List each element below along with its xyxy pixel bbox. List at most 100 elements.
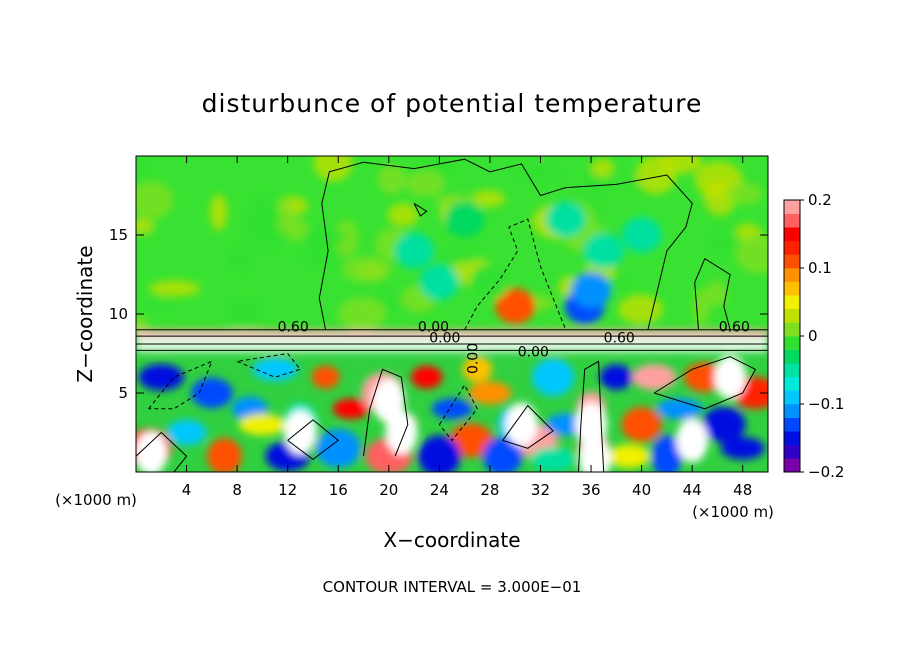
y-tick-label: 10	[109, 305, 128, 323]
field-patch	[224, 299, 264, 328]
x-unit-left: (×1000 m)	[55, 491, 137, 509]
field-patch	[607, 444, 651, 469]
x-tick-label: 8	[232, 481, 242, 499]
colorbar-label: 0.1	[808, 259, 832, 277]
colorbar-label: 0.2	[808, 191, 832, 209]
saturated-core	[676, 418, 709, 463]
field-patch	[238, 413, 286, 436]
colorbar-swatch	[784, 417, 800, 432]
field-patch	[444, 201, 485, 238]
contour-line	[318, 158, 693, 330]
field-patch	[303, 226, 346, 247]
contour-label: 0.60	[604, 330, 635, 346]
field-patch	[136, 181, 173, 219]
field-patch	[149, 296, 170, 312]
field-patch	[462, 356, 493, 383]
contour-line	[502, 404, 554, 449]
field-patch	[405, 170, 445, 197]
field-patch	[311, 365, 340, 389]
x-tick-label: 20	[379, 481, 398, 499]
colorbar-swatch	[784, 404, 800, 418]
field-patch	[621, 217, 662, 253]
field-patch	[333, 219, 359, 258]
saturated-core	[136, 431, 168, 472]
field-patch	[545, 201, 586, 238]
field-patch	[419, 264, 460, 301]
field-patch	[275, 200, 295, 235]
x-tick-label: 28	[480, 481, 499, 499]
field-patch	[166, 419, 207, 446]
contour-line	[287, 419, 340, 461]
field-patch	[495, 288, 536, 325]
contour-line	[438, 384, 478, 442]
x-tick-label: 36	[581, 481, 600, 499]
field-patch	[735, 234, 768, 274]
contour-line	[413, 202, 428, 217]
x-tick-label: 24	[430, 481, 449, 499]
field-patch	[590, 158, 615, 178]
contour-label: 0.60	[719, 319, 750, 335]
x-tick-label: 44	[683, 481, 702, 499]
field-patch	[618, 294, 664, 325]
field-patch	[514, 165, 563, 183]
colorbar-swatch	[784, 268, 800, 282]
inversion-strip	[136, 329, 768, 337]
field-patch	[720, 437, 765, 460]
field-patch	[338, 297, 386, 330]
x-unit-right: (×1000 m)	[692, 503, 774, 521]
field-patch	[394, 232, 435, 269]
field-patch	[190, 377, 233, 409]
x-tick-label: 48	[733, 481, 752, 499]
x-tick-label: 40	[632, 481, 651, 499]
field-patch	[313, 156, 353, 182]
contour-line	[577, 360, 605, 472]
contour-interval-note: CONTOUR INTERVAL = 3.000E−01	[323, 578, 582, 596]
y-axis: 5 10 15	[109, 226, 768, 402]
x-tick-label: 12	[278, 481, 297, 499]
saturated-core	[385, 410, 418, 455]
contour-label: 0.00	[465, 343, 481, 374]
field-patch	[599, 364, 633, 390]
contour-label: 0.00	[518, 345, 549, 361]
field-patch	[387, 203, 419, 227]
field-patch	[252, 357, 298, 381]
saturated-core	[578, 437, 611, 472]
contour-line	[136, 431, 188, 472]
x-tick-label: 4	[182, 481, 192, 499]
colorbar-swatch	[784, 376, 800, 391]
contour-labels: 0.60 0.00 0.600.00 0.600.000.00	[278, 319, 750, 374]
field-patch	[469, 264, 510, 301]
x-tick-label: 32	[531, 481, 550, 499]
contour-line	[653, 356, 757, 410]
colorbar-swatch	[784, 363, 800, 378]
contour-label: 0.00	[429, 330, 460, 346]
field-patch	[704, 179, 736, 216]
field-patch	[635, 156, 677, 195]
field-patch	[315, 428, 361, 468]
contour-line	[363, 368, 409, 457]
field-patch	[656, 398, 703, 420]
contour-label: 0.60	[278, 319, 309, 335]
field-patch	[651, 434, 683, 472]
colorbar-swatch	[784, 240, 800, 255]
colorbar-swatch	[784, 336, 800, 350]
field-patch	[571, 272, 612, 309]
y-tick-label: 5	[118, 384, 128, 402]
colorbar-swatch	[784, 308, 800, 323]
field-patch	[149, 280, 201, 297]
field-patch	[226, 247, 256, 272]
field-patch	[410, 365, 443, 389]
field-patch	[136, 218, 154, 235]
y-tick-label: 15	[109, 226, 128, 244]
field-patch	[701, 406, 746, 443]
saturated-core	[284, 410, 317, 455]
colorbar-swatch	[784, 390, 800, 405]
contour-line	[464, 218, 567, 331]
chart-title: disturbunce of potential temperature	[202, 89, 703, 118]
contour-line	[694, 257, 731, 330]
colorbar-swatch	[784, 322, 800, 337]
field-patch	[377, 164, 407, 195]
field-patch	[247, 194, 281, 235]
field-patch	[705, 280, 727, 307]
y-axis-label: Z−coordinate	[73, 245, 97, 382]
